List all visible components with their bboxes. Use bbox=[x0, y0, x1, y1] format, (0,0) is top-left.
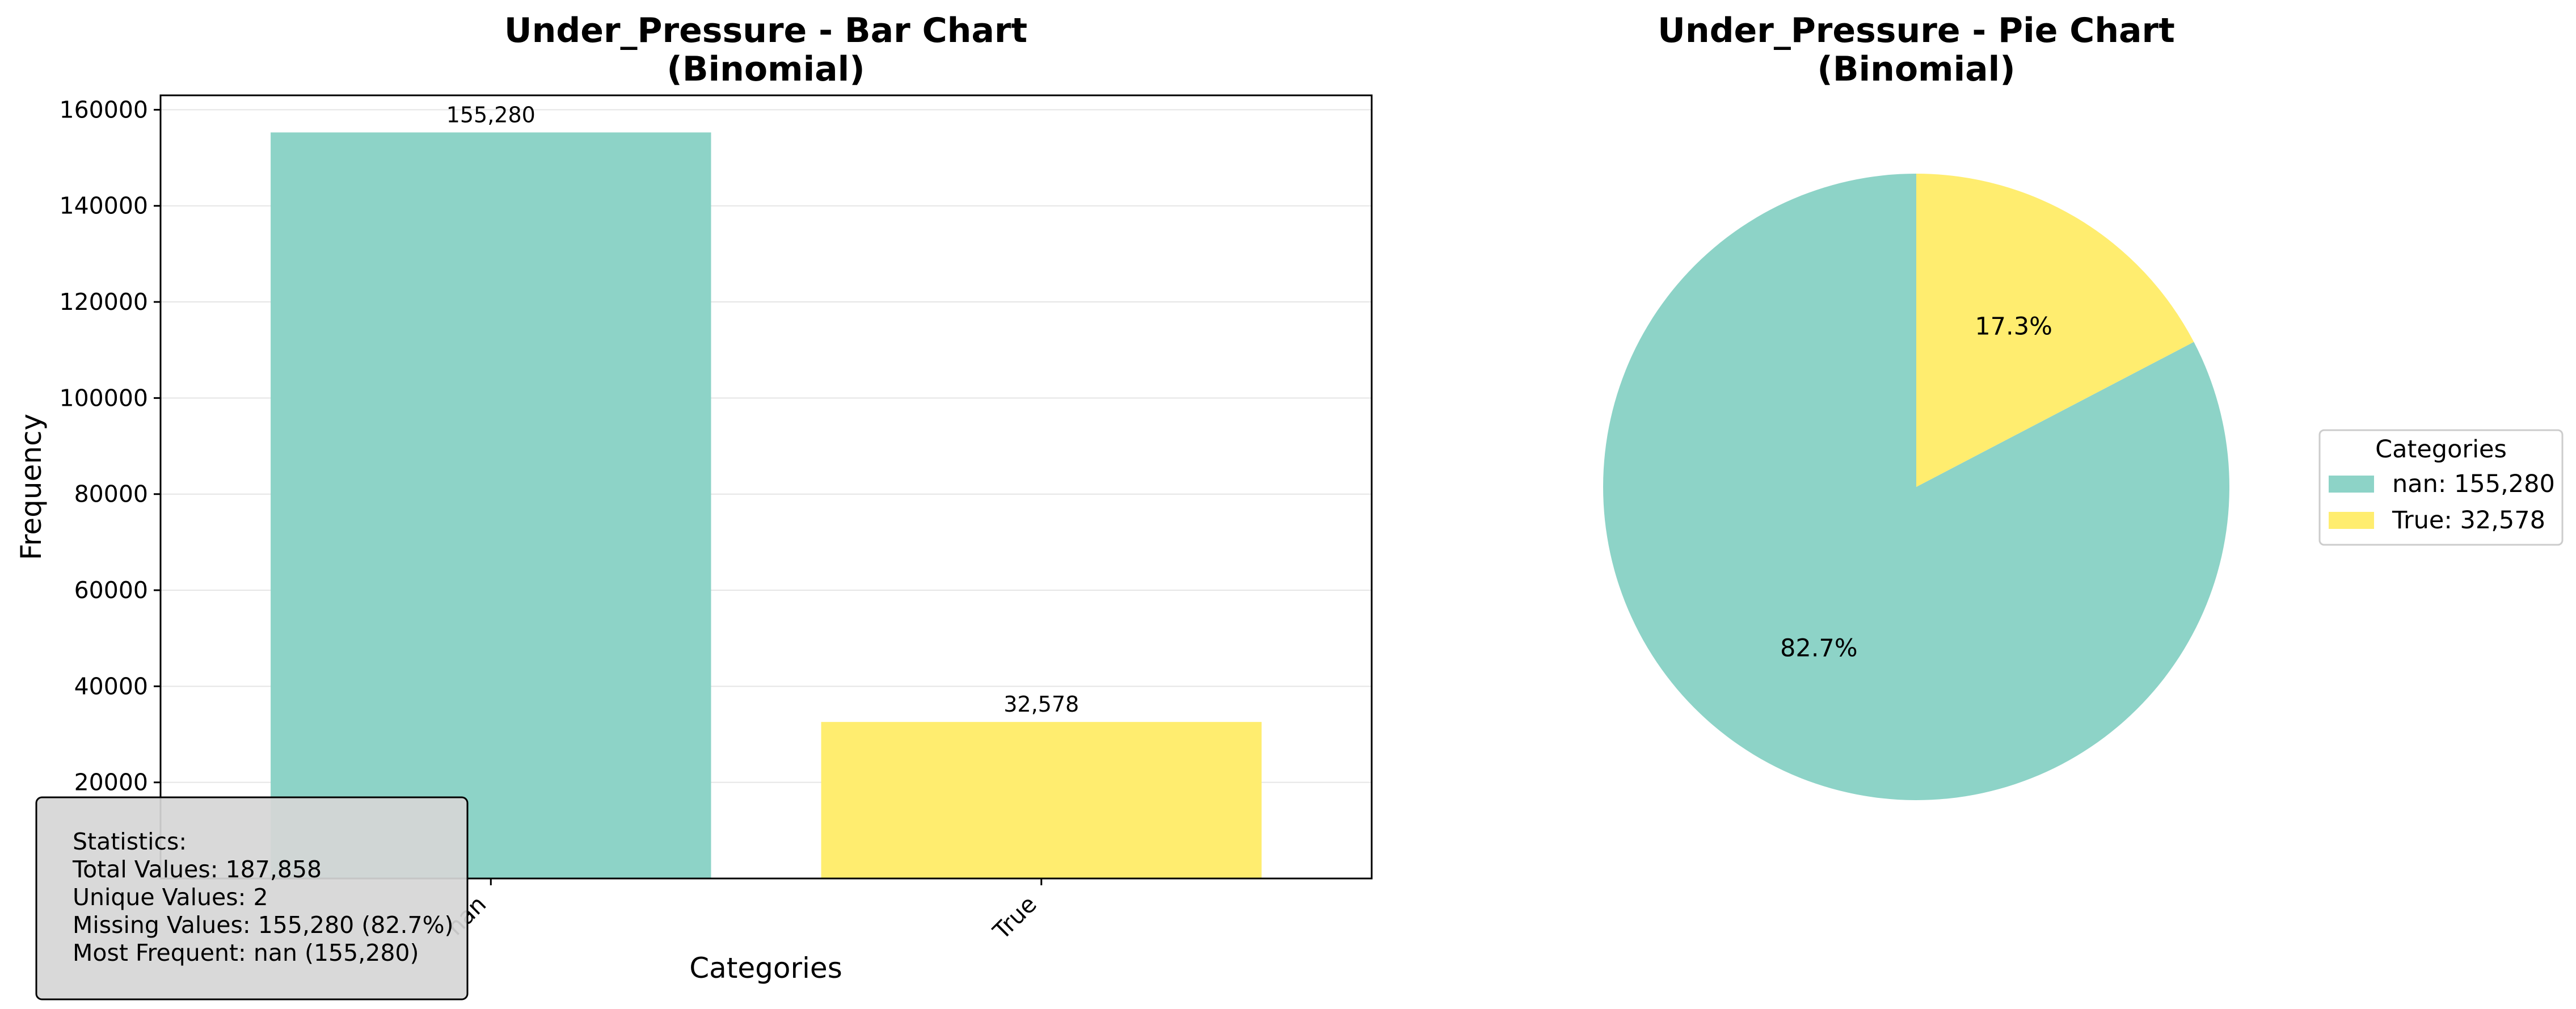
pie-percent-label: 17.3% bbox=[1975, 313, 2052, 341]
bar-x-axis-ticks: nanTrue bbox=[441, 878, 1043, 945]
bar-y-tick-label: 20000 bbox=[74, 769, 148, 796]
bar-data-labels: 155,280 32,578 bbox=[446, 102, 1080, 717]
pie-chart-title-line1: Under_Pressure - Pie Chart bbox=[1658, 11, 2175, 51]
bar-y-tick-label: 160000 bbox=[59, 96, 148, 123]
pie-slice-nan bbox=[1603, 174, 2230, 800]
stats-line-total: Total Values: 187,858 bbox=[72, 856, 322, 883]
pie-legend-entry-nan: nan: 155,280 bbox=[2392, 470, 2555, 498]
stats-line-missing: Missing Values: 155,280 (82.7%) bbox=[73, 911, 454, 939]
bar-nan bbox=[271, 132, 711, 879]
pie-legend-title: Categories bbox=[2375, 435, 2507, 464]
bar-y-tick-label: 100000 bbox=[59, 384, 148, 411]
statistics-box-background bbox=[35, 796, 469, 1000]
bar-y-tick-label: 80000 bbox=[74, 481, 148, 508]
stats-line-heading: Statistics: bbox=[73, 828, 187, 855]
bar-data-label: 32,578 bbox=[1004, 692, 1079, 717]
pie-legend: Categories nan: 155,280 True: 32,578 bbox=[2318, 429, 2564, 546]
bar-chart: Under_Pressure - Bar Chart (Binomial) 15… bbox=[15, 11, 1373, 985]
bar-chart-title-line2: (Binomial) bbox=[667, 49, 865, 89]
pie-chart-title-line2: (Binomial) bbox=[1817, 49, 2015, 89]
bar-y-tick-label: 60000 bbox=[74, 577, 148, 604]
pie-percent-labels: 82.7% 17.3% bbox=[1780, 313, 2052, 663]
bar-series bbox=[271, 132, 1262, 879]
bar-chart-title-line1: Under_Pressure - Bar Chart bbox=[504, 11, 1027, 51]
bar-y-axis-label: Frequency bbox=[15, 414, 48, 560]
pie-legend-swatch-true bbox=[2329, 512, 2374, 529]
pie-legend-entry-true: True: 32,578 bbox=[2392, 506, 2545, 535]
pie-legend-frame bbox=[2318, 429, 2564, 546]
pie-chart: Under_Pressure - Pie Chart (Binomial) 82… bbox=[1603, 11, 2230, 800]
stats-line-most-frequent: Most Frequent: nan (155,280) bbox=[73, 939, 419, 966]
bar-data-label: 155,280 bbox=[446, 102, 536, 127]
stats-line-unique: Unique Values: 2 bbox=[73, 884, 268, 911]
bar-y-tick-label: 40000 bbox=[74, 672, 148, 700]
pie-slices bbox=[1603, 173, 2230, 800]
bar-x-axis-label: Categories bbox=[689, 952, 842, 985]
bar-plot-frame bbox=[159, 94, 1373, 880]
bar-y-tick-label: 120000 bbox=[59, 288, 148, 316]
bar-true bbox=[821, 722, 1262, 878]
bar-x-tick-label: True bbox=[988, 890, 1042, 945]
pie-legend-swatch-nan bbox=[2329, 476, 2374, 493]
statistics-box: Statistics: Total Values: 187,858 Unique… bbox=[35, 796, 469, 1000]
pie-percent-label: 82.7% bbox=[1780, 634, 1858, 662]
bar-y-axis-ticks: 20000 40000 60000 80000 100000 120000 140000 16… bbox=[59, 96, 161, 796]
bar-y-tick-label: 140000 bbox=[59, 192, 148, 220]
pie-slice-true bbox=[1916, 173, 2194, 487]
